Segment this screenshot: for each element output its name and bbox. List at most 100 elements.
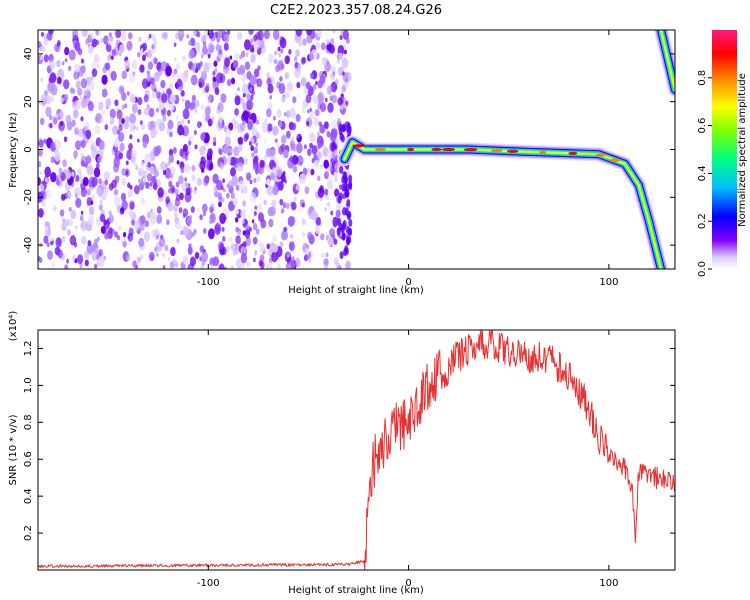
noise-speckle bbox=[88, 206, 95, 216]
noise-speckle bbox=[144, 153, 151, 164]
noise-speckle bbox=[147, 161, 151, 168]
noise-speckle bbox=[116, 109, 123, 120]
noise-speckle bbox=[280, 48, 284, 54]
noise-speckle bbox=[216, 72, 223, 84]
noise-speckle bbox=[243, 157, 249, 165]
colorbar-tick-label: 0.6 bbox=[697, 118, 708, 134]
y-tick-label: 0.6 bbox=[23, 451, 34, 467]
noise-speckle bbox=[198, 82, 203, 88]
noise-speckle bbox=[272, 30, 280, 40]
noise-speckle bbox=[317, 175, 321, 182]
noise-speckle bbox=[124, 60, 131, 70]
noise-speckle bbox=[337, 217, 342, 226]
noise-speckle bbox=[80, 210, 84, 215]
noise-speckle bbox=[91, 68, 98, 77]
noise-speckle bbox=[263, 30, 270, 40]
noise-speckle bbox=[68, 65, 72, 72]
noise-speckle bbox=[292, 96, 297, 104]
noise-speckle bbox=[250, 75, 257, 86]
noise-speckle bbox=[266, 262, 273, 269]
noise-speckle bbox=[249, 192, 257, 203]
noise-speckle bbox=[210, 264, 213, 269]
frequency-ridge-layer bbox=[337, 30, 675, 269]
noise-speckle bbox=[140, 196, 146, 205]
noise-speckle bbox=[238, 180, 245, 191]
noise-speckle bbox=[300, 77, 307, 87]
noise-speckle bbox=[167, 201, 174, 212]
noise-speckle bbox=[277, 60, 284, 71]
noise-speckle bbox=[51, 261, 55, 267]
noise-speckle bbox=[93, 263, 98, 269]
noise-speckle bbox=[337, 195, 342, 204]
noise-speckle bbox=[208, 30, 213, 34]
noise-speckle bbox=[221, 197, 225, 203]
noise-speckle bbox=[169, 93, 176, 104]
noise-speckle bbox=[89, 187, 93, 192]
noise-speckle bbox=[291, 143, 298, 152]
y-tick-label: 0.8 bbox=[23, 414, 34, 430]
noise-speckle bbox=[250, 145, 254, 152]
noise-speckle bbox=[110, 55, 114, 60]
noise-speckle bbox=[346, 122, 351, 131]
noise-speckle bbox=[75, 80, 81, 89]
noise-speckle bbox=[95, 112, 102, 124]
noise-speckle bbox=[98, 101, 104, 111]
noise-speckle bbox=[213, 136, 217, 142]
noise-speckle bbox=[77, 87, 83, 97]
noise-speckle bbox=[199, 214, 203, 221]
noise-speckle bbox=[302, 231, 305, 237]
noise-speckle bbox=[298, 208, 301, 213]
noise-speckle bbox=[63, 79, 70, 90]
noise-speckle bbox=[80, 219, 88, 232]
noise-speckle bbox=[85, 155, 92, 165]
noise-speckle bbox=[79, 214, 84, 221]
noise-speckle bbox=[146, 104, 150, 109]
noise-speckle bbox=[49, 60, 55, 70]
noise-speckle bbox=[244, 39, 251, 51]
noise-speckle bbox=[280, 143, 286, 152]
noise-speckle bbox=[98, 178, 102, 185]
noise-speckle bbox=[268, 242, 275, 253]
x-tick-label: 100 bbox=[599, 578, 618, 589]
snr-multiplier-label: (x10⁴) bbox=[8, 311, 19, 342]
noise-speckle bbox=[38, 208, 44, 218]
noise-speckle bbox=[322, 59, 327, 67]
snr-frame bbox=[37, 329, 676, 571]
noise-speckle bbox=[131, 103, 139, 114]
noise-speckle bbox=[254, 39, 261, 50]
noise-speckle bbox=[81, 100, 87, 109]
noise-speckle bbox=[286, 252, 291, 258]
noise-speckle bbox=[121, 168, 126, 176]
noise-speckle bbox=[291, 201, 297, 211]
noise-speckle bbox=[74, 127, 79, 136]
noise-speckle bbox=[119, 30, 127, 42]
noise-speckle bbox=[138, 170, 142, 177]
noise-speckle bbox=[114, 99, 119, 107]
noise-speckle bbox=[77, 168, 82, 176]
noise-speckle bbox=[249, 87, 253, 92]
noise-speckle bbox=[246, 261, 251, 268]
noise-speckle bbox=[334, 131, 338, 137]
noise-speckle bbox=[294, 67, 301, 79]
noise-speckle bbox=[266, 243, 270, 250]
noise-speckle bbox=[249, 179, 253, 185]
noise-speckle bbox=[271, 251, 278, 263]
noise-speckle bbox=[191, 94, 196, 102]
noise-speckle bbox=[126, 254, 131, 262]
noise-speckle bbox=[190, 206, 195, 214]
noise-speckle bbox=[56, 76, 62, 85]
noise-speckle bbox=[342, 71, 345, 76]
noise-speckle bbox=[169, 261, 175, 269]
noise-speckle bbox=[74, 225, 78, 230]
noise-speckle bbox=[66, 258, 70, 264]
noise-speckle bbox=[294, 61, 299, 69]
noise-speckle bbox=[267, 123, 273, 132]
noise-speckle bbox=[244, 61, 251, 70]
noise-speckle bbox=[186, 34, 190, 39]
noise-speckle bbox=[121, 70, 127, 80]
noise-speckle bbox=[46, 31, 53, 41]
noise-speckle bbox=[234, 121, 240, 129]
noise-speckle bbox=[208, 148, 213, 157]
noise-speckle bbox=[320, 102, 326, 113]
noise-speckle bbox=[52, 116, 58, 125]
